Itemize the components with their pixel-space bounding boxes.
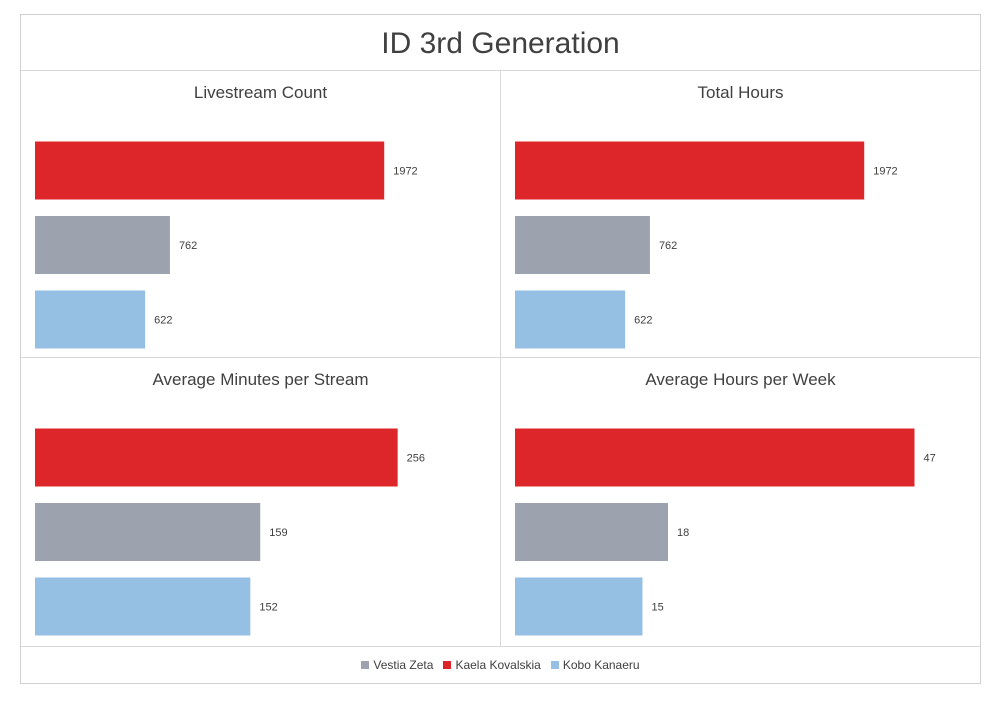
data-label-kaela-kovalskia: 47 bbox=[924, 453, 936, 465]
data-label-vestia-zeta: 18 bbox=[677, 527, 689, 539]
legend-label: Vestia Zeta bbox=[373, 658, 434, 672]
bar-kobo-kanaeru bbox=[35, 290, 146, 349]
bar-kobo-kanaeru bbox=[515, 577, 643, 636]
legend-swatch bbox=[550, 661, 559, 669]
dashboard-title: ID 3rd Generation bbox=[381, 27, 620, 60]
legend-item-vestia-zeta: Vestia Zeta bbox=[361, 658, 433, 672]
legend: Vestia Zeta Kaela Kovalskia Kobo Kanaeru bbox=[21, 646, 980, 684]
bar-chart-svg: 1972 762 622 bbox=[515, 141, 898, 349]
legend-label: Kaela Kovalskia bbox=[455, 658, 541, 672]
legend-label: Kobo Kanaeru bbox=[562, 658, 640, 672]
legend-divider bbox=[21, 646, 980, 647]
data-label-kaela-kovalskia: 256 bbox=[407, 453, 425, 465]
bar-kaela-kovalskia bbox=[515, 428, 915, 487]
bar-kobo-kanaeru bbox=[515, 290, 626, 349]
panel-total-hours: Total Hours 1972 762 622 bbox=[501, 71, 980, 357]
panel-livestream-count: Livestream Count 1972 762 622 bbox=[21, 71, 500, 357]
data-label-kaela-kovalskia: 1972 bbox=[393, 166, 417, 178]
bar-chart-svg: 1972 762 622 bbox=[35, 141, 418, 349]
data-label-vestia-zeta: 762 bbox=[659, 240, 677, 252]
data-label-kaela-kovalskia: 1972 bbox=[873, 166, 897, 178]
data-label-vestia-zeta: 159 bbox=[269, 527, 287, 539]
panel-title: Livestream Count bbox=[193, 83, 328, 102]
column-divider bbox=[500, 70, 501, 646]
bar-kaela-kovalskia bbox=[515, 141, 865, 200]
bar-vestia-zeta bbox=[515, 503, 668, 561]
panel-title: Average Hours per Week bbox=[645, 370, 836, 389]
panel-average-minutes-per-stream: Average Minutes per Stream 256 159 152 bbox=[21, 358, 500, 646]
bar-kaela-kovalskia bbox=[35, 141, 385, 200]
panel-title: Total Hours bbox=[697, 83, 784, 102]
legend-swatch bbox=[361, 661, 370, 669]
legend-item-kobo-kanaeru: Kobo Kanaeru bbox=[550, 658, 640, 672]
panel-title: Average Minutes per Stream bbox=[152, 370, 369, 389]
bar-chart-svg: 256 159 152 bbox=[35, 428, 425, 636]
bar-vestia-zeta bbox=[35, 503, 261, 561]
legend-item-kaela-kovalskia: Kaela Kovalskia bbox=[443, 658, 541, 672]
data-label-kobo-kanaeru: 15 bbox=[652, 602, 664, 614]
bar-kobo-kanaeru bbox=[35, 577, 251, 636]
panel-average-hours-per-week: Average Hours per Week 47 18 15 bbox=[501, 358, 980, 646]
data-label-vestia-zeta: 762 bbox=[179, 240, 197, 252]
dashboard-frame: ID 3rd Generation Livestream Count 1972 7… bbox=[20, 14, 981, 684]
bar-vestia-zeta bbox=[35, 216, 170, 274]
bar-chart-svg: 47 18 15 bbox=[515, 428, 936, 636]
data-label-kobo-kanaeru: 152 bbox=[259, 602, 277, 614]
legend-swatch bbox=[443, 661, 452, 669]
bar-vestia-zeta bbox=[515, 216, 650, 274]
data-label-kobo-kanaeru: 622 bbox=[154, 315, 172, 327]
bar-kaela-kovalskia bbox=[35, 428, 398, 487]
data-label-kobo-kanaeru: 622 bbox=[634, 315, 652, 327]
